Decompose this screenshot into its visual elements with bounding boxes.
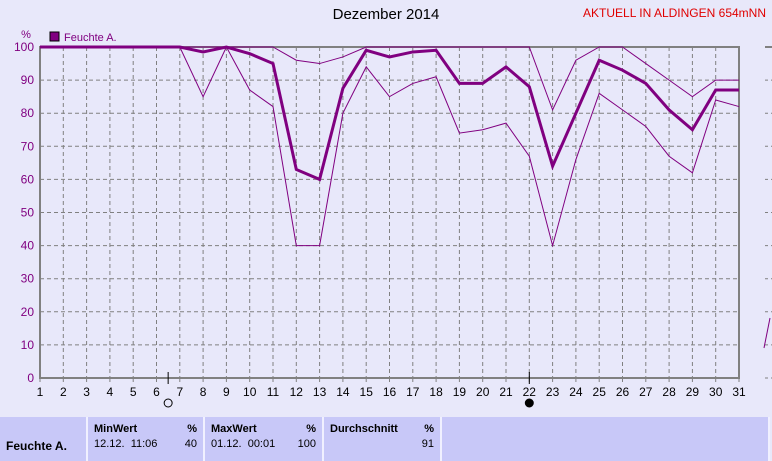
y-axis-unit: % xyxy=(21,29,31,41)
chart-title: Dezember 2014 xyxy=(332,6,440,23)
x-tick-label: 12 xyxy=(290,385,304,399)
x-tick-label: 28 xyxy=(662,385,676,399)
x-tick-label: 22 xyxy=(523,385,537,399)
avg-value: 91 xyxy=(421,438,434,450)
y-tick-label: 60 xyxy=(21,172,35,186)
secondary-chart-line xyxy=(763,317,771,349)
max-header: MaxWert xyxy=(211,423,257,435)
x-tick-label: 23 xyxy=(546,385,560,399)
y-tick-label: 80 xyxy=(21,106,35,120)
y-tick-label: 70 xyxy=(21,139,35,153)
x-tick-label: 16 xyxy=(383,385,397,399)
x-tick-label: 1 xyxy=(37,385,44,399)
legend-swatch xyxy=(49,31,60,42)
x-tick-label: 8 xyxy=(200,385,207,399)
x-tick-label: 11 xyxy=(267,385,280,399)
min-unit: % xyxy=(187,423,197,435)
max-unit: % xyxy=(306,423,316,435)
x-tick-label: 2 xyxy=(60,385,67,399)
y-tick-label: 100 xyxy=(14,40,34,54)
min-value: 40 xyxy=(184,438,197,450)
x-tick-label: 19 xyxy=(453,385,467,399)
x-tick-label: 7 xyxy=(176,385,183,399)
y-tick-label: 90 xyxy=(21,73,35,87)
avg-unit: % xyxy=(424,423,434,435)
avg-header: Durchschnitt xyxy=(330,423,398,435)
x-tick-label: 20 xyxy=(476,385,490,399)
x-tick-label: 30 xyxy=(709,385,723,399)
x-tick-label: 17 xyxy=(406,385,420,399)
y-tick-label: 10 xyxy=(21,338,35,352)
statistics-table: Feuchte A. MinWert % 12.12. 11:06 40 Max… xyxy=(0,414,772,461)
x-tick-label: 18 xyxy=(429,385,443,399)
x-tick-label: 13 xyxy=(313,385,327,399)
full-moon-icon xyxy=(163,398,173,408)
x-tick-label: 21 xyxy=(499,385,513,399)
x-tick-label: 31 xyxy=(732,385,746,399)
station-label: AKTUELL IN ALDINGEN 654mNN xyxy=(583,6,766,20)
min-time: 12.12. 11:06 xyxy=(94,438,158,450)
x-tick-label: 9 xyxy=(223,385,230,399)
stats-row-label-cell: Feuchte A. xyxy=(0,417,88,461)
y-tick-label: 20 xyxy=(21,305,35,319)
max-time: 01.12. 00:01 xyxy=(211,438,276,450)
y-tick-label: 50 xyxy=(21,206,35,220)
x-tick-label: 10 xyxy=(243,385,257,399)
humidity-chart: 1 2 3 4 5 6 7 8 9 10 11 12 13 14 15 16 17 18 19 20 21 22 23 24 2… xyxy=(14,29,772,408)
x-tick-label: 15 xyxy=(360,385,374,399)
x-tick-label: 5 xyxy=(130,385,137,399)
x-tick-label: 14 xyxy=(336,385,350,399)
stats-row-label: Feuchte A. xyxy=(6,439,67,453)
y-tick-label: 40 xyxy=(21,239,35,253)
avg-cell: Durchschnitt % 91 xyxy=(324,417,442,461)
empty-cell xyxy=(442,417,770,461)
max-cell: MaxWert % 01.12. 00:01 100 xyxy=(205,417,324,461)
x-tick-label: 24 xyxy=(569,385,583,399)
x-tick-label: 26 xyxy=(616,385,630,399)
series-line-min xyxy=(40,45,740,248)
x-tick-label: 29 xyxy=(686,385,700,399)
min-cell: MinWert % 12.12. 11:06 40 xyxy=(88,417,205,461)
min-header: MinWert xyxy=(94,423,138,435)
legend-label: Feuchte A. xyxy=(64,32,117,44)
x-tick-label: 4 xyxy=(107,385,114,399)
x-tick-label: 27 xyxy=(639,385,653,399)
x-tick-label: 3 xyxy=(83,385,90,399)
max-value: 100 xyxy=(297,438,316,450)
y-tick-label: 30 xyxy=(21,272,35,286)
x-tick-label: 25 xyxy=(593,385,607,399)
new-moon-icon xyxy=(524,398,534,408)
x-tick-label: 6 xyxy=(153,385,160,399)
y-tick-label: 0 xyxy=(27,371,34,385)
